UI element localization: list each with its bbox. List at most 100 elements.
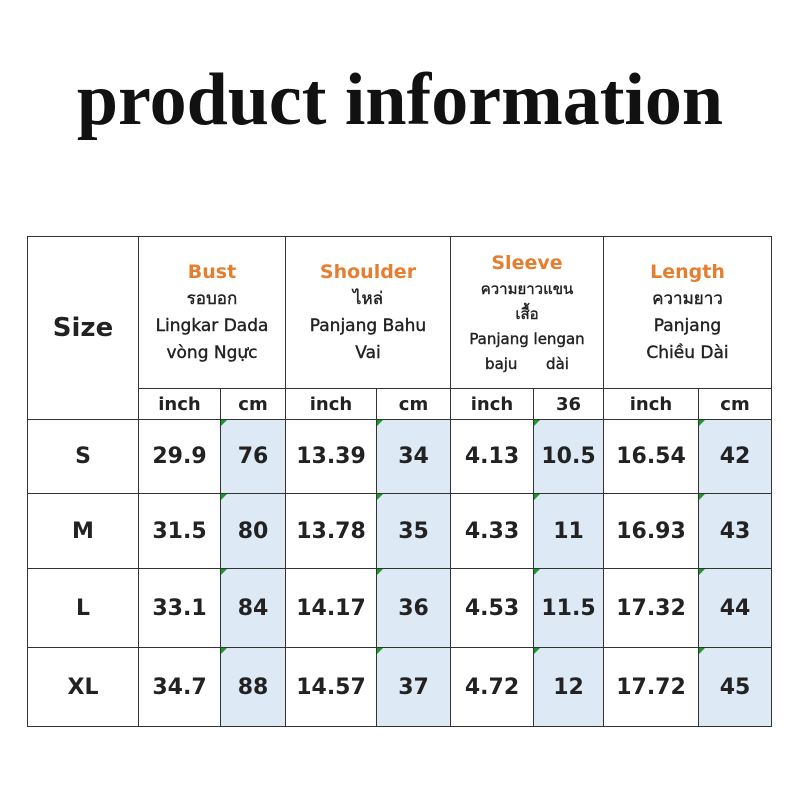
unit-header: 36 — [533, 388, 604, 420]
cell-text: 13.78 — [296, 518, 366, 544]
unit-header: inch — [285, 388, 377, 420]
value-cell: 13.39 — [285, 419, 377, 494]
cell-text: 10.5 — [541, 444, 596, 469]
size-cell: L — [27, 568, 139, 648]
cell-text: L — [75, 595, 91, 621]
cell-text: 43 — [719, 518, 751, 544]
group-line: Vai — [355, 343, 381, 363]
group-header: Shoulder ไหล่ Panjang Bahu Vai — [285, 236, 451, 389]
unit-text: cm — [398, 393, 429, 415]
unit-text: inch — [470, 393, 514, 415]
cell-marker — [377, 420, 383, 426]
cell-text: 34 — [398, 444, 429, 469]
cell-text: 4.13 — [464, 444, 520, 469]
group-line: ความยาวแขน — [480, 279, 574, 298]
value-cell: 36 — [376, 568, 451, 648]
unit-text: inch — [309, 393, 353, 415]
cell-text: 42 — [719, 444, 751, 469]
value-cell: 84 — [220, 568, 286, 648]
value-cell: 17.32 — [603, 568, 699, 648]
group-line: Panjang lengan — [469, 329, 585, 348]
group-line: เสื้อ — [515, 304, 539, 323]
value-cell: 4.53 — [450, 568, 534, 648]
cell-marker — [699, 494, 705, 500]
cell-text: 35 — [398, 518, 429, 544]
cell-text: 17.32 — [616, 595, 686, 621]
value-cell: 16.54 — [603, 419, 699, 494]
cell-text: 31.5 — [152, 518, 207, 544]
group-name: Shoulder — [319, 261, 417, 283]
value-cell: 42 — [698, 419, 772, 494]
cell-text: 44 — [719, 595, 751, 621]
cell-text: 4.53 — [464, 595, 520, 621]
cell-text: 76 — [237, 444, 269, 469]
group-line: vòng Ngực — [166, 343, 258, 363]
size-header-text: Size — [52, 313, 114, 343]
cell-marker — [534, 420, 540, 426]
unit-text: 36 — [555, 393, 582, 415]
cell-marker — [699, 420, 705, 426]
cell-text: 45 — [719, 674, 751, 700]
group-line: ไหล่ — [352, 289, 384, 309]
value-cell: 88 — [220, 647, 286, 727]
value-cell: 17.72 — [603, 647, 699, 727]
value-cell: 11 — [533, 493, 604, 569]
value-cell: 45 — [698, 647, 772, 727]
cell-text: 14.17 — [296, 595, 366, 621]
value-cell: 35 — [376, 493, 451, 569]
group-line: Chiều Dài — [646, 343, 729, 363]
unit-header: cm — [376, 388, 451, 420]
cell-marker — [221, 569, 227, 575]
value-cell: 33.1 — [138, 568, 221, 648]
group-line: baju dài — [485, 354, 569, 373]
unit-header: inch — [603, 388, 699, 420]
unit-header: inch — [450, 388, 534, 420]
value-cell: 31.5 — [138, 493, 221, 569]
value-cell: 34 — [376, 419, 451, 494]
unit-header: cm — [220, 388, 286, 420]
size-header: Size — [27, 236, 139, 420]
cell-text: 13.39 — [296, 444, 366, 469]
cell-marker — [377, 648, 383, 654]
size-cell: S — [27, 419, 139, 494]
unit-text: inch — [629, 393, 673, 415]
value-cell: 43 — [698, 493, 772, 569]
cell-text: 17.72 — [616, 674, 686, 700]
cell-marker — [221, 420, 227, 426]
cell-text: 11 — [553, 518, 584, 544]
cell-text: 36 — [398, 595, 429, 621]
value-cell: 10.5 — [533, 419, 604, 494]
value-cell: 37 — [376, 647, 451, 727]
group-header: Bust รอบอก Lingkar Dada vòng Ngực — [138, 236, 286, 389]
cell-text: 11.5 — [541, 595, 596, 621]
group-line: ความยาว — [652, 289, 723, 309]
cell-text: 88 — [237, 674, 269, 700]
group-line: Lingkar Dada — [155, 316, 269, 336]
value-cell: 80 — [220, 493, 286, 569]
cell-marker — [377, 569, 383, 575]
value-cell: 12 — [533, 647, 604, 727]
cell-marker — [699, 569, 705, 575]
cell-marker — [534, 494, 540, 500]
size-cell: M — [27, 493, 139, 569]
cell-text: XL — [67, 674, 99, 700]
value-cell: 13.78 — [285, 493, 377, 569]
value-cell: 44 — [698, 568, 772, 648]
cell-text: 29.9 — [152, 444, 207, 469]
value-cell: 76 — [220, 419, 286, 494]
group-header: Length ความยาว Panjang Chiều Dài — [603, 236, 772, 389]
value-cell: 29.9 — [138, 419, 221, 494]
group-name: Sleeve — [491, 251, 563, 274]
value-cell: 4.33 — [450, 493, 534, 569]
value-cell: 14.57 — [285, 647, 377, 727]
cell-text: 12 — [553, 674, 584, 700]
group-line: Panjang — [653, 316, 722, 336]
size-cell: XL — [27, 647, 139, 727]
cell-text: 14.57 — [296, 674, 366, 700]
title: product information — [76, 59, 724, 141]
group-line: Panjang Bahu — [309, 316, 427, 336]
group-line: รอบอก — [186, 289, 238, 309]
value-cell: 11.5 — [533, 568, 604, 648]
unit-text: cm — [720, 393, 750, 415]
